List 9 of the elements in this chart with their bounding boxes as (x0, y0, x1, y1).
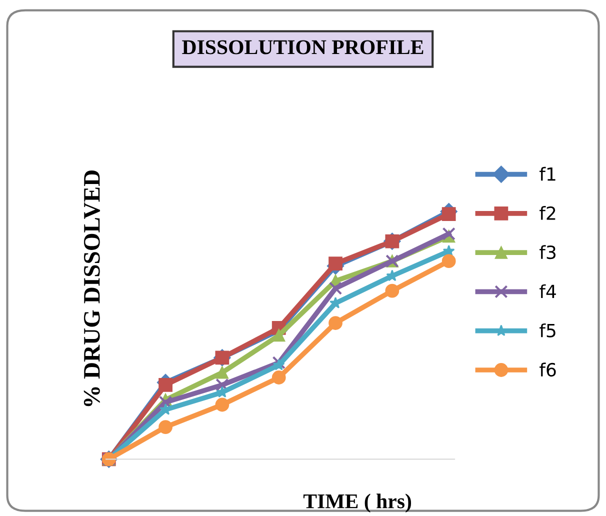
legend-label: f5 (540, 323, 556, 338)
chart-title: DISSOLUTION PROFILE (182, 40, 424, 54)
legend-label: f2 (540, 206, 556, 220)
legend-label: f1 (540, 166, 556, 181)
legend-label: f6 (540, 362, 556, 377)
x-axis-title: TIME ( hrs) (303, 494, 412, 513)
y-axis-title: % DRUG DISSOLVED (84, 170, 100, 406)
legend-label: f3 (540, 245, 556, 260)
legend-label: f4 (540, 284, 556, 298)
